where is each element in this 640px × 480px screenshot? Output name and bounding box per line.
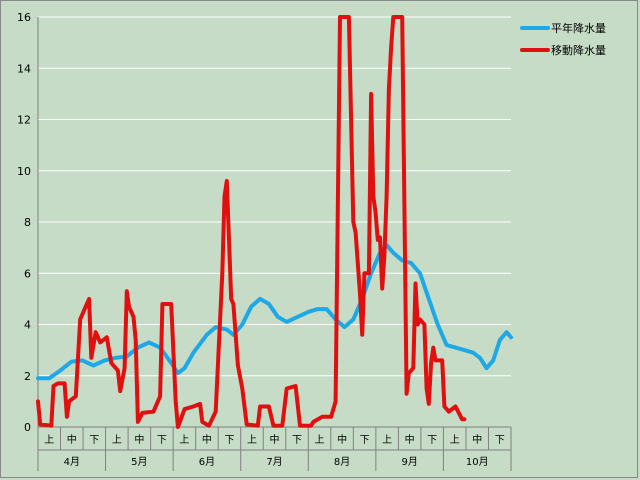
month-label: 8月 [334, 456, 350, 468]
period-label: 下 [292, 435, 302, 446]
period-label: 中 [405, 433, 415, 446]
period-label: 中 [270, 433, 280, 446]
month-label: 10月 [466, 456, 489, 468]
period-label: 下 [495, 435, 505, 446]
period-label: 下 [360, 435, 370, 446]
y-tick-label: 14 [17, 62, 31, 75]
period-label: 中 [472, 433, 482, 446]
y-tick-label: 0 [24, 421, 31, 434]
month-label: 9月 [401, 456, 417, 468]
period-label: 下 [427, 435, 437, 446]
legend-label-moving-rainfall: 移動降水量 [551, 43, 606, 57]
series-line-moving-rainfall [36, 15, 467, 429]
month-label: 5月 [131, 456, 147, 468]
period-label: 中 [134, 433, 144, 446]
y-tick-label: 12 [17, 114, 31, 127]
legend-label-normal-rainfall: 平年降水量 [551, 21, 606, 35]
y-axis: 0 2 4 6 8 10 12 14 16 [17, 11, 39, 434]
y-tick-label: 16 [17, 11, 31, 24]
period-label: 上 [382, 434, 392, 446]
period-label: 中 [202, 433, 212, 446]
y-tick-label: 8 [24, 216, 31, 229]
period-label: 下 [224, 435, 234, 446]
y-tick-label: 2 [24, 370, 31, 383]
y-tick-label: 6 [24, 267, 31, 280]
period-label: 上 [450, 434, 460, 446]
period-label: 上 [44, 434, 54, 446]
y-tick-label: 10 [17, 165, 31, 178]
period-label: 下 [157, 435, 167, 446]
period-label: 上 [247, 434, 257, 446]
period-label: 上 [112, 434, 122, 446]
month-label: 7月 [266, 456, 282, 468]
month-label: 4月 [64, 456, 80, 468]
series-lines [36, 15, 513, 429]
period-label: 下 [89, 435, 99, 446]
period-label: 中 [67, 433, 77, 446]
x-axis: 上中下4月上中下5月上中下6月上中下7月上中下8月上中下9月上中下10月 [37, 426, 512, 471]
month-label: 6月 [199, 456, 215, 468]
period-label: 上 [179, 434, 189, 446]
y-tick-label: 4 [24, 319, 31, 332]
period-label: 中 [337, 433, 347, 446]
period-label: 上 [315, 434, 325, 446]
